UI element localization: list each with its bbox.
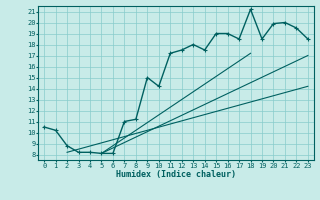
X-axis label: Humidex (Indice chaleur): Humidex (Indice chaleur) — [116, 170, 236, 179]
